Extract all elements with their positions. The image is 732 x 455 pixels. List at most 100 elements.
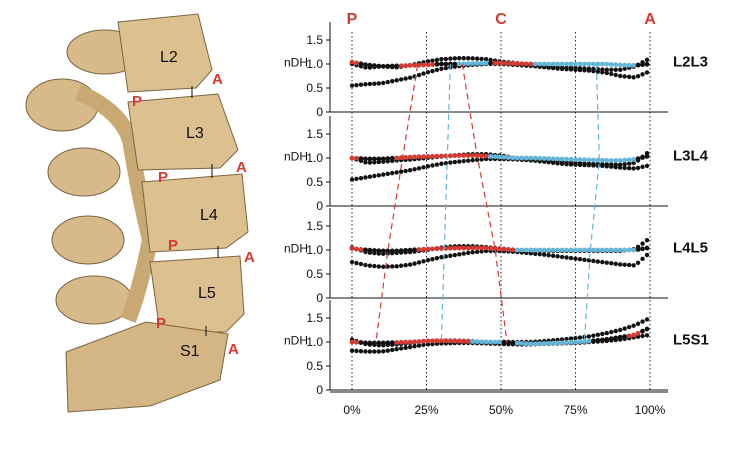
lower-profile-point — [626, 74, 632, 80]
lower-profile-point — [564, 161, 569, 167]
mean-profile-point — [631, 247, 637, 253]
lower-profile-point — [635, 334, 641, 339]
y-tick-label: 1.0 — [306, 151, 323, 165]
mean-profile-point — [550, 340, 556, 346]
mean-profile-point — [519, 61, 525, 67]
mean-profile-point — [425, 62, 431, 68]
lower-profile-point — [354, 260, 359, 266]
y-tick-label: 1.5 — [306, 219, 323, 233]
mean-profile-point — [354, 155, 359, 161]
mean-profile-point — [385, 340, 391, 346]
lower-profile-point — [358, 261, 364, 267]
lower-profile-point — [457, 159, 462, 164]
posterior-marker-l5s1: P — [156, 315, 166, 332]
mean-profile-point — [541, 61, 547, 67]
lower-profile-point — [385, 171, 390, 177]
lower-profile-point — [644, 252, 650, 258]
mean-profile-point — [479, 60, 485, 66]
lower-profile-point — [349, 83, 355, 88]
lower-profile-point — [470, 158, 475, 163]
vertebra-label-l2: L2 — [160, 49, 178, 66]
mean-profile-point — [640, 246, 645, 252]
mean-profile-point — [582, 339, 587, 344]
lower-profile-point — [613, 72, 618, 78]
mean-profile-point — [568, 156, 574, 162]
mean-profile-point — [631, 157, 637, 162]
y-axis-label: nDH — [284, 241, 308, 255]
mean-profile-point — [631, 332, 637, 338]
mean-profile-point — [385, 63, 391, 69]
upper-profile-point — [618, 327, 623, 333]
mean-profile-point — [622, 247, 628, 253]
mean-profile-point — [523, 61, 529, 67]
mean-profile-point — [590, 247, 596, 253]
mean-profile-point — [537, 341, 543, 347]
mean-profile-point — [488, 339, 493, 345]
lower-profile-point — [550, 253, 556, 258]
mean-profile-point — [421, 338, 426, 344]
mean-profile-point — [586, 157, 592, 163]
mean-profile-point — [389, 340, 395, 346]
lower-profile-point — [372, 263, 377, 269]
upper-profile-point — [479, 56, 484, 62]
upper-profile-point — [591, 333, 596, 338]
upper-profile-point — [439, 57, 444, 62]
lower-profile-point — [407, 168, 413, 173]
upper-profile-point — [577, 335, 583, 340]
lower-profile-point — [407, 262, 413, 267]
mean-profile-point — [380, 156, 386, 162]
mean-profile-point — [550, 247, 556, 253]
mean-profile-point — [501, 246, 507, 252]
upper-profile-point — [600, 331, 605, 337]
mean-profile-point — [456, 61, 462, 67]
lower-profile-point — [644, 163, 650, 169]
lower-profile-point — [394, 170, 399, 175]
lower-profile-point — [577, 162, 583, 168]
lower-profile-point — [372, 173, 377, 179]
mean-profile-point — [412, 247, 417, 253]
mean-profile-point — [501, 154, 507, 160]
mean-profile-point — [452, 61, 458, 67]
mean-profile-point — [644, 153, 650, 159]
lower-profile-point — [546, 252, 551, 258]
lower-profile-point — [430, 257, 435, 262]
lower-profile-point — [403, 76, 408, 81]
mean-profile-point — [532, 61, 538, 67]
y-tick-label: 0 — [316, 105, 323, 119]
lower-profile-point — [546, 160, 551, 165]
mean-profile-point — [626, 333, 632, 339]
mean-profile-point — [573, 61, 578, 67]
mean-profile-point — [577, 247, 583, 253]
lower-profile-point — [390, 78, 395, 84]
mean-profile-point — [644, 326, 650, 332]
upper-profile-point — [448, 56, 453, 61]
mean-profile-point — [465, 339, 471, 344]
mean-profile-point — [407, 63, 413, 68]
mean-profile-point — [640, 328, 645, 334]
mean-profile-point — [434, 153, 440, 159]
upper-profile-point — [474, 56, 480, 61]
lower-profile-point — [564, 66, 569, 72]
mean-profile-point — [367, 156, 373, 162]
lower-profile-point — [618, 165, 623, 170]
mean-profile-point — [541, 156, 547, 161]
lower-profile-point — [354, 348, 359, 354]
mean-profile-point — [371, 340, 377, 346]
mean-profile-point — [470, 153, 476, 159]
mean-profile-point — [394, 340, 400, 345]
mean-profile-point — [555, 340, 561, 346]
lower-profile-point — [555, 161, 560, 166]
mean-profile-point — [555, 247, 561, 253]
mean-profile-point — [425, 246, 431, 252]
upper-profile-point — [613, 67, 618, 72]
lower-profile-point — [363, 175, 368, 180]
mean-profile-point — [541, 247, 547, 253]
lower-profile-point — [394, 264, 399, 269]
vertebra-label-l4: L4 — [200, 207, 218, 224]
upper-profile-point — [644, 57, 650, 63]
lower-profile-point — [407, 344, 413, 350]
lower-profile-point — [582, 68, 587, 73]
lower-profile-point — [626, 262, 632, 268]
mean-profile-point — [519, 247, 525, 253]
lower-profile-point — [474, 157, 480, 163]
